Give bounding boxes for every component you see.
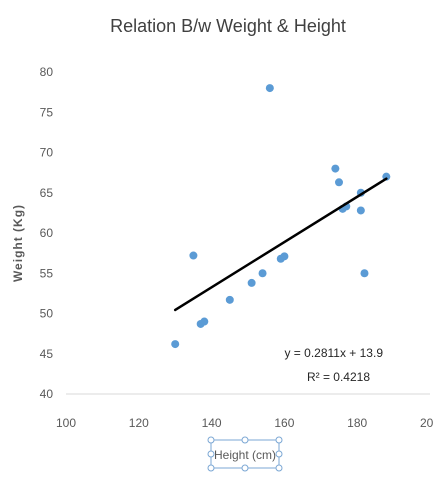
y-tick-label: 65 bbox=[40, 186, 54, 200]
resize-handle[interactable] bbox=[275, 450, 283, 458]
x-tick-label: 120 bbox=[129, 416, 149, 430]
y-tick-label: 60 bbox=[40, 226, 54, 240]
y-tick-label: 40 bbox=[40, 387, 54, 401]
x-axis-title-frame bbox=[210, 439, 280, 469]
y-tick-label: 55 bbox=[40, 266, 54, 280]
y-tick-labels: 40 45 50 55 60 65 70 75 80 bbox=[40, 65, 54, 401]
data-points bbox=[171, 84, 391, 349]
resize-handle[interactable] bbox=[207, 450, 215, 458]
x-tick-label: 160 bbox=[274, 416, 294, 430]
x-axis-title: Height (cm) bbox=[214, 448, 276, 462]
data-point[interactable] bbox=[171, 340, 180, 349]
data-point[interactable] bbox=[360, 269, 369, 278]
resize-handle[interactable] bbox=[207, 436, 215, 444]
data-point[interactable] bbox=[200, 317, 209, 326]
resize-handle[interactable] bbox=[207, 464, 215, 472]
data-point[interactable] bbox=[356, 206, 365, 215]
chart-title: Relation B/w Weight & Height bbox=[110, 16, 346, 36]
y-tick-label: 80 bbox=[40, 65, 54, 79]
y-tick-label: 45 bbox=[40, 347, 54, 361]
trendline-equation: y = 0.2811x + 13.9 bbox=[284, 346, 383, 360]
data-point[interactable] bbox=[331, 164, 340, 173]
data-point[interactable] bbox=[189, 251, 198, 260]
x-tick-labels: 100 120 140 160 180 200 bbox=[56, 416, 433, 430]
trendline-r-squared: R² = 0.4218 bbox=[307, 370, 370, 384]
x-axis-title-box[interactable]: Height (cm) bbox=[207, 436, 283, 472]
y-tick-label: 50 bbox=[40, 307, 54, 321]
data-point[interactable] bbox=[280, 252, 289, 261]
x-tick-label: 140 bbox=[202, 416, 222, 430]
x-tick-label: 180 bbox=[347, 416, 367, 430]
x-tick-label: 100 bbox=[56, 416, 76, 430]
y-tick-label: 70 bbox=[40, 146, 54, 160]
data-point[interactable] bbox=[265, 84, 274, 93]
data-point[interactable] bbox=[225, 295, 234, 304]
resize-handle[interactable] bbox=[275, 464, 283, 472]
y-axis-title: Weight (Kg) bbox=[11, 204, 25, 282]
data-point[interactable] bbox=[335, 178, 343, 187]
trendline bbox=[173, 177, 388, 312]
data-point[interactable] bbox=[247, 278, 256, 287]
x-tick-label: 200 bbox=[420, 416, 433, 430]
data-point[interactable] bbox=[258, 269, 267, 278]
resize-handle[interactable] bbox=[241, 464, 249, 472]
resize-handle[interactable] bbox=[241, 436, 249, 444]
y-tick-label: 75 bbox=[40, 105, 54, 119]
resize-handle[interactable] bbox=[275, 436, 283, 444]
